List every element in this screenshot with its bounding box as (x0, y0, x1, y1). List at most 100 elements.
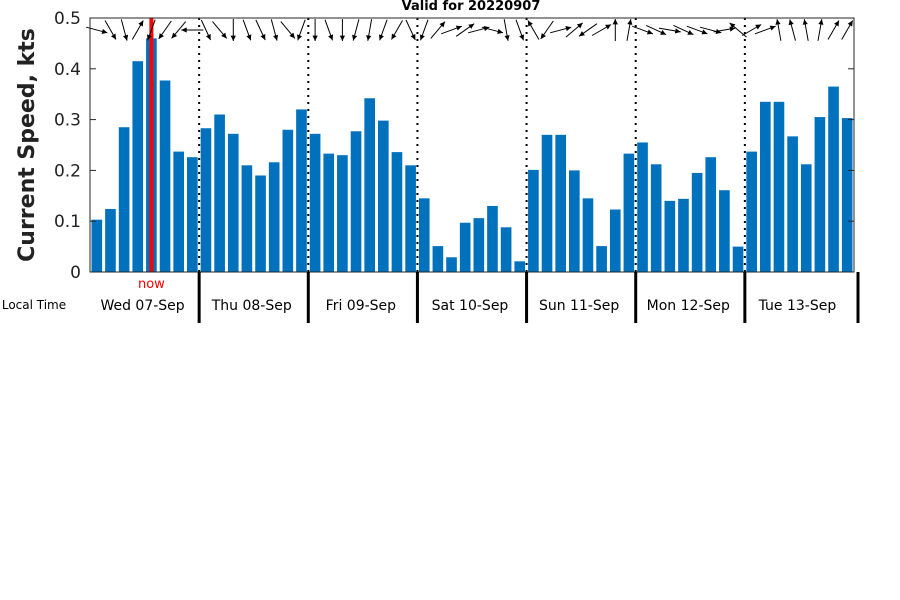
direction-arrow (626, 19, 633, 41)
direction-arrow (515, 19, 525, 41)
direction-arrow (481, 26, 504, 34)
bar (787, 136, 798, 272)
bar (609, 209, 621, 272)
bar (760, 101, 771, 272)
direction-arrow (242, 19, 252, 41)
direction-arrow (430, 21, 446, 39)
direction-arrow (775, 19, 782, 41)
direction-arrow (741, 24, 762, 36)
bar (432, 246, 444, 272)
x-axis-label: Local Time (2, 298, 66, 312)
bar (719, 190, 730, 272)
bar (637, 142, 648, 272)
bar (118, 127, 130, 272)
bar (528, 169, 539, 272)
y-tick-label: 0 (70, 263, 81, 283)
bar (309, 133, 321, 272)
direction-arrow (352, 19, 360, 41)
direction-arrow (366, 19, 373, 41)
direction-arrow (200, 19, 212, 41)
now-marker-layer: now (138, 18, 165, 292)
direction-arrow (612, 19, 618, 41)
direction-arrow (230, 19, 236, 41)
bar (323, 153, 335, 272)
bar (678, 198, 689, 272)
direction-arrow (312, 19, 318, 41)
bar (773, 101, 785, 272)
day-separators-layer (198, 18, 746, 272)
bar (296, 109, 307, 272)
direction-arrow (339, 19, 345, 41)
direction-arrow (673, 24, 694, 36)
bar (691, 172, 703, 272)
bar (159, 80, 171, 272)
bar (91, 219, 103, 272)
direction-arrow (841, 20, 854, 40)
bar (227, 133, 239, 272)
bar (746, 151, 757, 272)
direction-arrow (255, 19, 266, 41)
bar (650, 164, 662, 272)
bar (664, 200, 676, 272)
direction-arrow (104, 20, 117, 40)
direction-arrow (419, 19, 429, 41)
bar (582, 198, 594, 272)
bar (514, 261, 526, 272)
bar (418, 198, 430, 272)
bar (268, 162, 280, 272)
y-tick-label: 0.2 (54, 161, 81, 181)
day-label: Sat 10-Sep (432, 298, 509, 314)
y-tick-label: 0.3 (54, 111, 81, 131)
bar (596, 246, 607, 272)
bar (364, 98, 375, 272)
bar (800, 164, 812, 272)
bar (459, 222, 471, 272)
direction-arrow (280, 21, 296, 39)
y-tick-label: 0.4 (54, 60, 81, 80)
bar (391, 152, 403, 272)
day-label: Tue 13-Sep (758, 298, 837, 314)
bar (282, 129, 294, 272)
direction-arrow (131, 20, 144, 40)
direction-arrow (171, 21, 187, 39)
bar (350, 131, 362, 272)
direction-arrow (827, 20, 840, 40)
direction-arrow (324, 19, 334, 41)
y-axis-label: Current Speed, kts (15, 28, 40, 262)
bar (705, 157, 717, 272)
direction-arrow (86, 26, 108, 34)
bar (841, 118, 853, 272)
day-label: Wed 07-Sep (100, 298, 184, 314)
bar (214, 114, 225, 273)
direction-arrow (297, 19, 306, 41)
direction-arrow (158, 20, 172, 40)
plot-frame (89, 17, 855, 273)
direction-arrows-layer (86, 19, 854, 41)
day-label: Sun 11-Sep (539, 298, 619, 314)
direction-arrow (578, 23, 598, 37)
bar (105, 209, 116, 272)
direction-arrow (147, 19, 156, 41)
y-ticks-layer: 0 0.1 0.2 0.3 0.4 0.5 (54, 9, 854, 283)
direction-arrow (391, 20, 403, 40)
bar (541, 134, 553, 272)
day-label: Mon 12-Sep (647, 298, 730, 314)
direction-arrow (632, 25, 654, 35)
bar (814, 117, 826, 272)
bar (173, 151, 184, 272)
direction-arrow (713, 26, 736, 33)
bar (828, 86, 839, 272)
chart-title: Valid for 20220907 (402, 0, 541, 14)
direction-arrow (540, 20, 554, 40)
direction-arrow (527, 20, 540, 40)
bar (446, 257, 457, 272)
direction-arrow (658, 27, 681, 34)
bar (487, 205, 498, 272)
direction-arrow (405, 19, 416, 41)
bar (241, 165, 253, 272)
bar (473, 218, 485, 272)
bar (732, 246, 744, 272)
day-label: Thu 08-Sep (211, 298, 292, 314)
bar (378, 120, 389, 273)
